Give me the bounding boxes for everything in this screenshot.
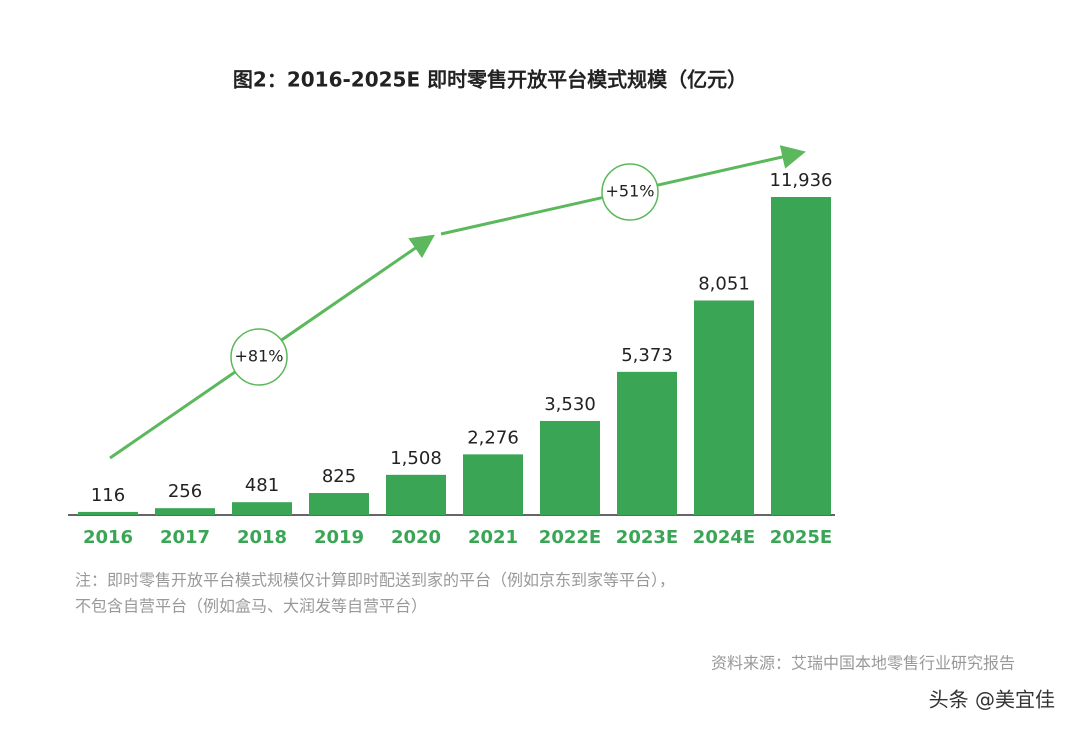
annotation: +81% (235, 347, 284, 366)
x-tick-label: 2021 (468, 527, 518, 548)
bar (309, 493, 369, 515)
bar (617, 371, 677, 515)
bar (386, 474, 446, 515)
bar (540, 420, 600, 515)
x-tick-label: 2018 (237, 527, 287, 548)
value-label: 8,051 (698, 274, 750, 295)
chart-title: 图2：2016-2025E 即时零售开放平台模式规模（亿元） (233, 68, 747, 92)
source: 资料来源：艾瑞中国本地零售行业研究报告 (711, 654, 1015, 673)
bar (463, 454, 523, 515)
value-label: 3,530 (544, 394, 596, 415)
x-tick-label: 2024E (693, 527, 755, 548)
annotation: +51% (606, 182, 655, 201)
value-label: 825 (322, 466, 356, 487)
bar (78, 511, 138, 515)
x-tick-label: 2019 (314, 527, 364, 548)
bar (232, 502, 292, 515)
note: 注：即时零售开放平台模式规模仅计算即时配送到家的平台（例如京东到家等平台）， (75, 571, 675, 590)
x-tick-label: 2025E (770, 527, 832, 548)
x-tick-label: 2023E (616, 527, 678, 548)
value-label: 11,936 (770, 170, 833, 191)
value-label: 116 (91, 485, 125, 506)
annotation-circle (230, 328, 288, 386)
bar (155, 508, 215, 515)
value-label: 256 (168, 481, 202, 502)
bar (694, 300, 754, 515)
bar (771, 197, 831, 515)
annotation-circle (601, 163, 659, 221)
x-tick-label: 2022E (539, 527, 601, 548)
x-tick-label: 2016 (83, 527, 133, 548)
value-label: 5,373 (621, 345, 673, 366)
value-label: 2,276 (467, 427, 519, 448)
x-tick-label: 2017 (160, 527, 210, 548)
watermark: 头条 @美宜佳 (929, 688, 1055, 712)
value-label: 1,508 (390, 448, 442, 469)
x-tick-label: 2020 (391, 527, 441, 548)
value-label: 481 (245, 475, 279, 496)
note: 不包含自营平台（例如盒马、大润发等自营平台） (75, 597, 427, 616)
